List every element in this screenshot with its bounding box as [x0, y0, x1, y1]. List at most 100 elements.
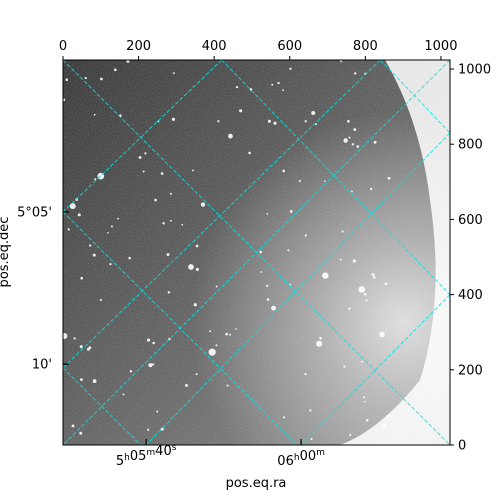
star [170, 219, 172, 222]
star [208, 348, 216, 356]
star [67, 228, 70, 231]
star [215, 344, 218, 347]
star [273, 121, 277, 125]
grid-line [63, 367, 141, 445]
star [260, 271, 263, 273]
star [129, 370, 133, 373]
dec-tick-label: 5°05' [17, 205, 52, 220]
star [169, 192, 172, 195]
x-pixel-tick-label: 1000 [424, 39, 457, 54]
star [322, 272, 329, 279]
x-pixel-tick-label: 200 [126, 39, 151, 54]
star [365, 418, 369, 422]
star [195, 373, 198, 376]
star [266, 213, 269, 215]
star [373, 140, 377, 144]
star [73, 337, 76, 340]
star [185, 383, 188, 387]
star [363, 292, 367, 296]
dec-axis: 5°05' 10' [17, 205, 69, 373]
pixel-y-axis: 0 200 400 600 800 1000 [450, 63, 491, 454]
grid-line [63, 60, 223, 213]
star [351, 143, 354, 146]
star [209, 330, 212, 333]
star [152, 341, 155, 345]
star [138, 156, 142, 159]
star [382, 423, 387, 428]
star [156, 410, 159, 413]
coordinate-grid [63, 60, 450, 445]
star [166, 253, 170, 257]
star [348, 307, 351, 310]
star [188, 264, 194, 270]
star [200, 202, 206, 207]
y-pixel-tick-label: 400 [458, 288, 483, 303]
star [267, 119, 271, 123]
star [80, 378, 83, 381]
star [323, 180, 326, 182]
star [92, 379, 97, 383]
star [277, 81, 280, 85]
star [162, 221, 165, 225]
star [128, 256, 131, 260]
star [235, 85, 239, 89]
star [79, 431, 83, 435]
star [319, 336, 322, 340]
star [113, 68, 117, 72]
star [353, 128, 357, 131]
star [84, 76, 87, 80]
grid-line [300, 294, 450, 445]
ra-tick-label: 5h05m40s [116, 443, 177, 469]
star [79, 345, 83, 349]
star [304, 234, 307, 237]
star [248, 151, 251, 155]
star [193, 303, 197, 307]
star [304, 373, 307, 376]
star [316, 340, 323, 347]
star [348, 136, 351, 139]
star [167, 291, 171, 294]
star [339, 258, 342, 261]
star [370, 187, 373, 191]
star [349, 433, 352, 436]
star [228, 133, 233, 139]
star [89, 244, 92, 247]
star [282, 169, 286, 173]
star [266, 284, 269, 288]
star [343, 138, 348, 143]
star [371, 273, 375, 277]
star [298, 179, 301, 183]
star [92, 253, 96, 257]
star [80, 276, 84, 280]
star [351, 190, 353, 193]
star [386, 414, 390, 418]
star [195, 244, 199, 248]
star [271, 305, 276, 311]
star [347, 119, 350, 123]
x-pixel-tick-label: 800 [353, 39, 378, 54]
star [343, 365, 346, 368]
star [229, 333, 232, 336]
star [356, 145, 360, 148]
star [271, 83, 274, 86]
grid-line [63, 60, 450, 445]
grid-line [145, 132, 450, 445]
star [217, 120, 220, 123]
star [192, 169, 194, 172]
star [122, 393, 125, 396]
star [171, 117, 175, 121]
star [126, 60, 130, 63]
grid-line [63, 60, 381, 369]
star [146, 338, 151, 342]
ra-tick-label: 06h00m [277, 448, 325, 469]
grid-line [221, 60, 450, 295]
star [181, 223, 184, 226]
star [93, 113, 96, 116]
star [63, 333, 68, 340]
plot-frame [62, 59, 451, 446]
star [234, 328, 237, 330]
star [148, 363, 153, 368]
star [304, 120, 307, 123]
star [77, 213, 81, 217]
